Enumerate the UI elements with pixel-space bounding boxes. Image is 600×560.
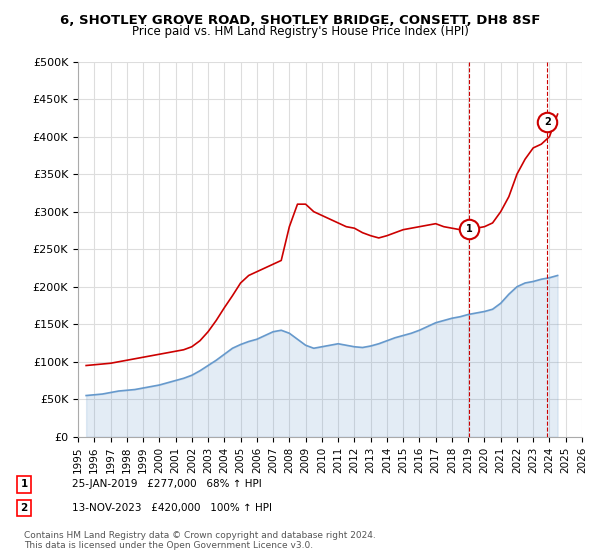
Text: 25-JAN-2019   £277,000   68% ↑ HPI: 25-JAN-2019 £277,000 68% ↑ HPI — [72, 479, 262, 489]
Text: 2: 2 — [544, 116, 551, 127]
Text: 2: 2 — [20, 503, 28, 513]
Text: 13-NOV-2023   £420,000   100% ↑ HPI: 13-NOV-2023 £420,000 100% ↑ HPI — [72, 503, 272, 513]
Text: 6, SHOTLEY GROVE ROAD, SHOTLEY BRIDGE, CONSETT, DH8 8SF: 6, SHOTLEY GROVE ROAD, SHOTLEY BRIDGE, C… — [60, 14, 540, 27]
Text: 1: 1 — [20, 479, 28, 489]
Text: 1: 1 — [466, 224, 473, 234]
Text: Contains HM Land Registry data © Crown copyright and database right 2024.
This d: Contains HM Land Registry data © Crown c… — [24, 530, 376, 550]
Text: Price paid vs. HM Land Registry's House Price Index (HPI): Price paid vs. HM Land Registry's House … — [131, 25, 469, 38]
